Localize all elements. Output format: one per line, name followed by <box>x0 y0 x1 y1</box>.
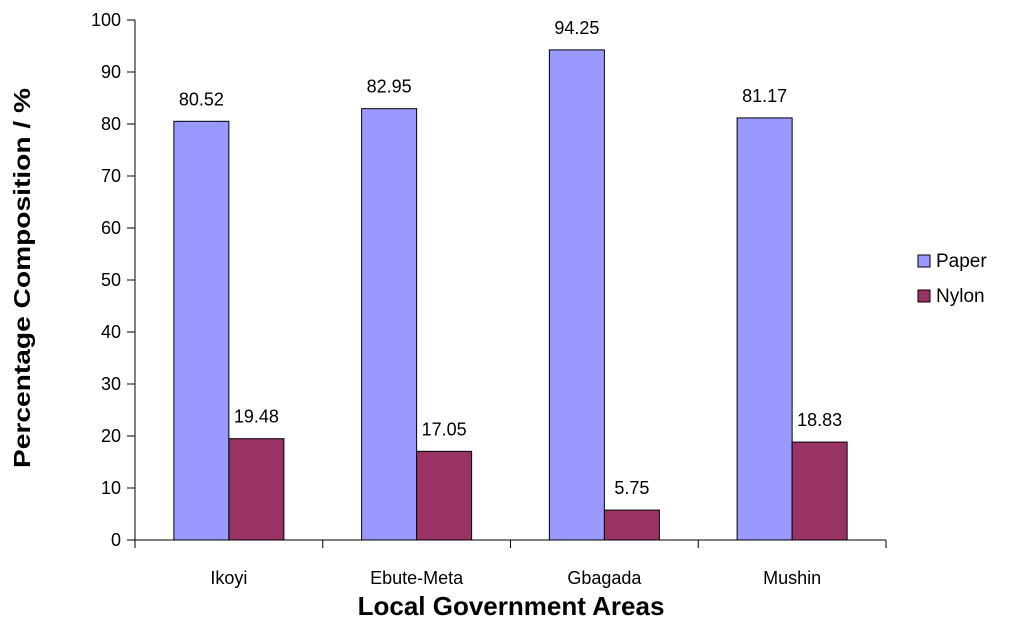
data-label-nylon: 19.48 <box>234 407 279 427</box>
bar-nylon <box>228 438 285 541</box>
x-axis-ticks: Ikoyi Ebute-Meta Gbagada Mushin <box>134 540 887 588</box>
y-tick-label: 80 <box>101 114 121 134</box>
bar-series-group <box>173 49 848 541</box>
y-tick-label: 100 <box>91 10 121 30</box>
bar-paper <box>548 49 605 541</box>
legend-swatch-paper <box>917 254 931 268</box>
bar-paper <box>736 117 793 541</box>
bar-nylon <box>603 509 660 541</box>
legend-label-paper: Paper <box>936 251 987 272</box>
y-tick-label: 30 <box>101 374 121 394</box>
data-label-paper: 80.52 <box>179 89 224 109</box>
data-label-paper: 82.95 <box>367 77 412 97</box>
y-tick-label: 90 <box>101 62 121 82</box>
y-axis-title: Percentage Composition / % <box>9 88 35 468</box>
bar-nylon <box>416 450 473 541</box>
y-tick-label: 70 <box>101 166 121 186</box>
y-axis-ticks: 0 10 20 30 40 50 60 70 80 90 100 <box>91 10 135 550</box>
data-label-paper: 81.17 <box>742 86 787 106</box>
y-tick-label: 40 <box>101 322 121 342</box>
y-tick-label: 10 <box>101 478 121 498</box>
legend: Paper Nylon <box>917 251 987 307</box>
x-category-label: Gbagada <box>567 568 642 588</box>
bar-nylon <box>791 441 848 541</box>
y-tick-label: 60 <box>101 218 121 238</box>
x-category-label: Ikoyi <box>210 568 247 588</box>
data-label-nylon: 17.05 <box>422 419 467 439</box>
data-label-nylon: 18.83 <box>797 410 842 430</box>
legend-swatch-nylon <box>917 289 931 303</box>
x-category-label: Mushin <box>763 568 821 588</box>
y-tick-label: 50 <box>101 270 121 290</box>
x-category-label: Ebute-Meta <box>370 568 464 588</box>
data-labels-group: 80.52 19.48 82.95 17.05 94.25 5.75 81.17 18.83 <box>179 18 842 498</box>
y-tick-label: 20 <box>101 426 121 446</box>
bar-paper <box>173 120 230 541</box>
x-axis-title: Local Government Areas <box>358 591 665 621</box>
bar-paper <box>361 108 418 541</box>
data-label-paper: 94.25 <box>554 18 599 38</box>
legend-label-nylon: Nylon <box>936 286 985 307</box>
y-tick-label: 0 <box>111 530 121 550</box>
data-label-nylon: 5.75 <box>614 478 649 498</box>
